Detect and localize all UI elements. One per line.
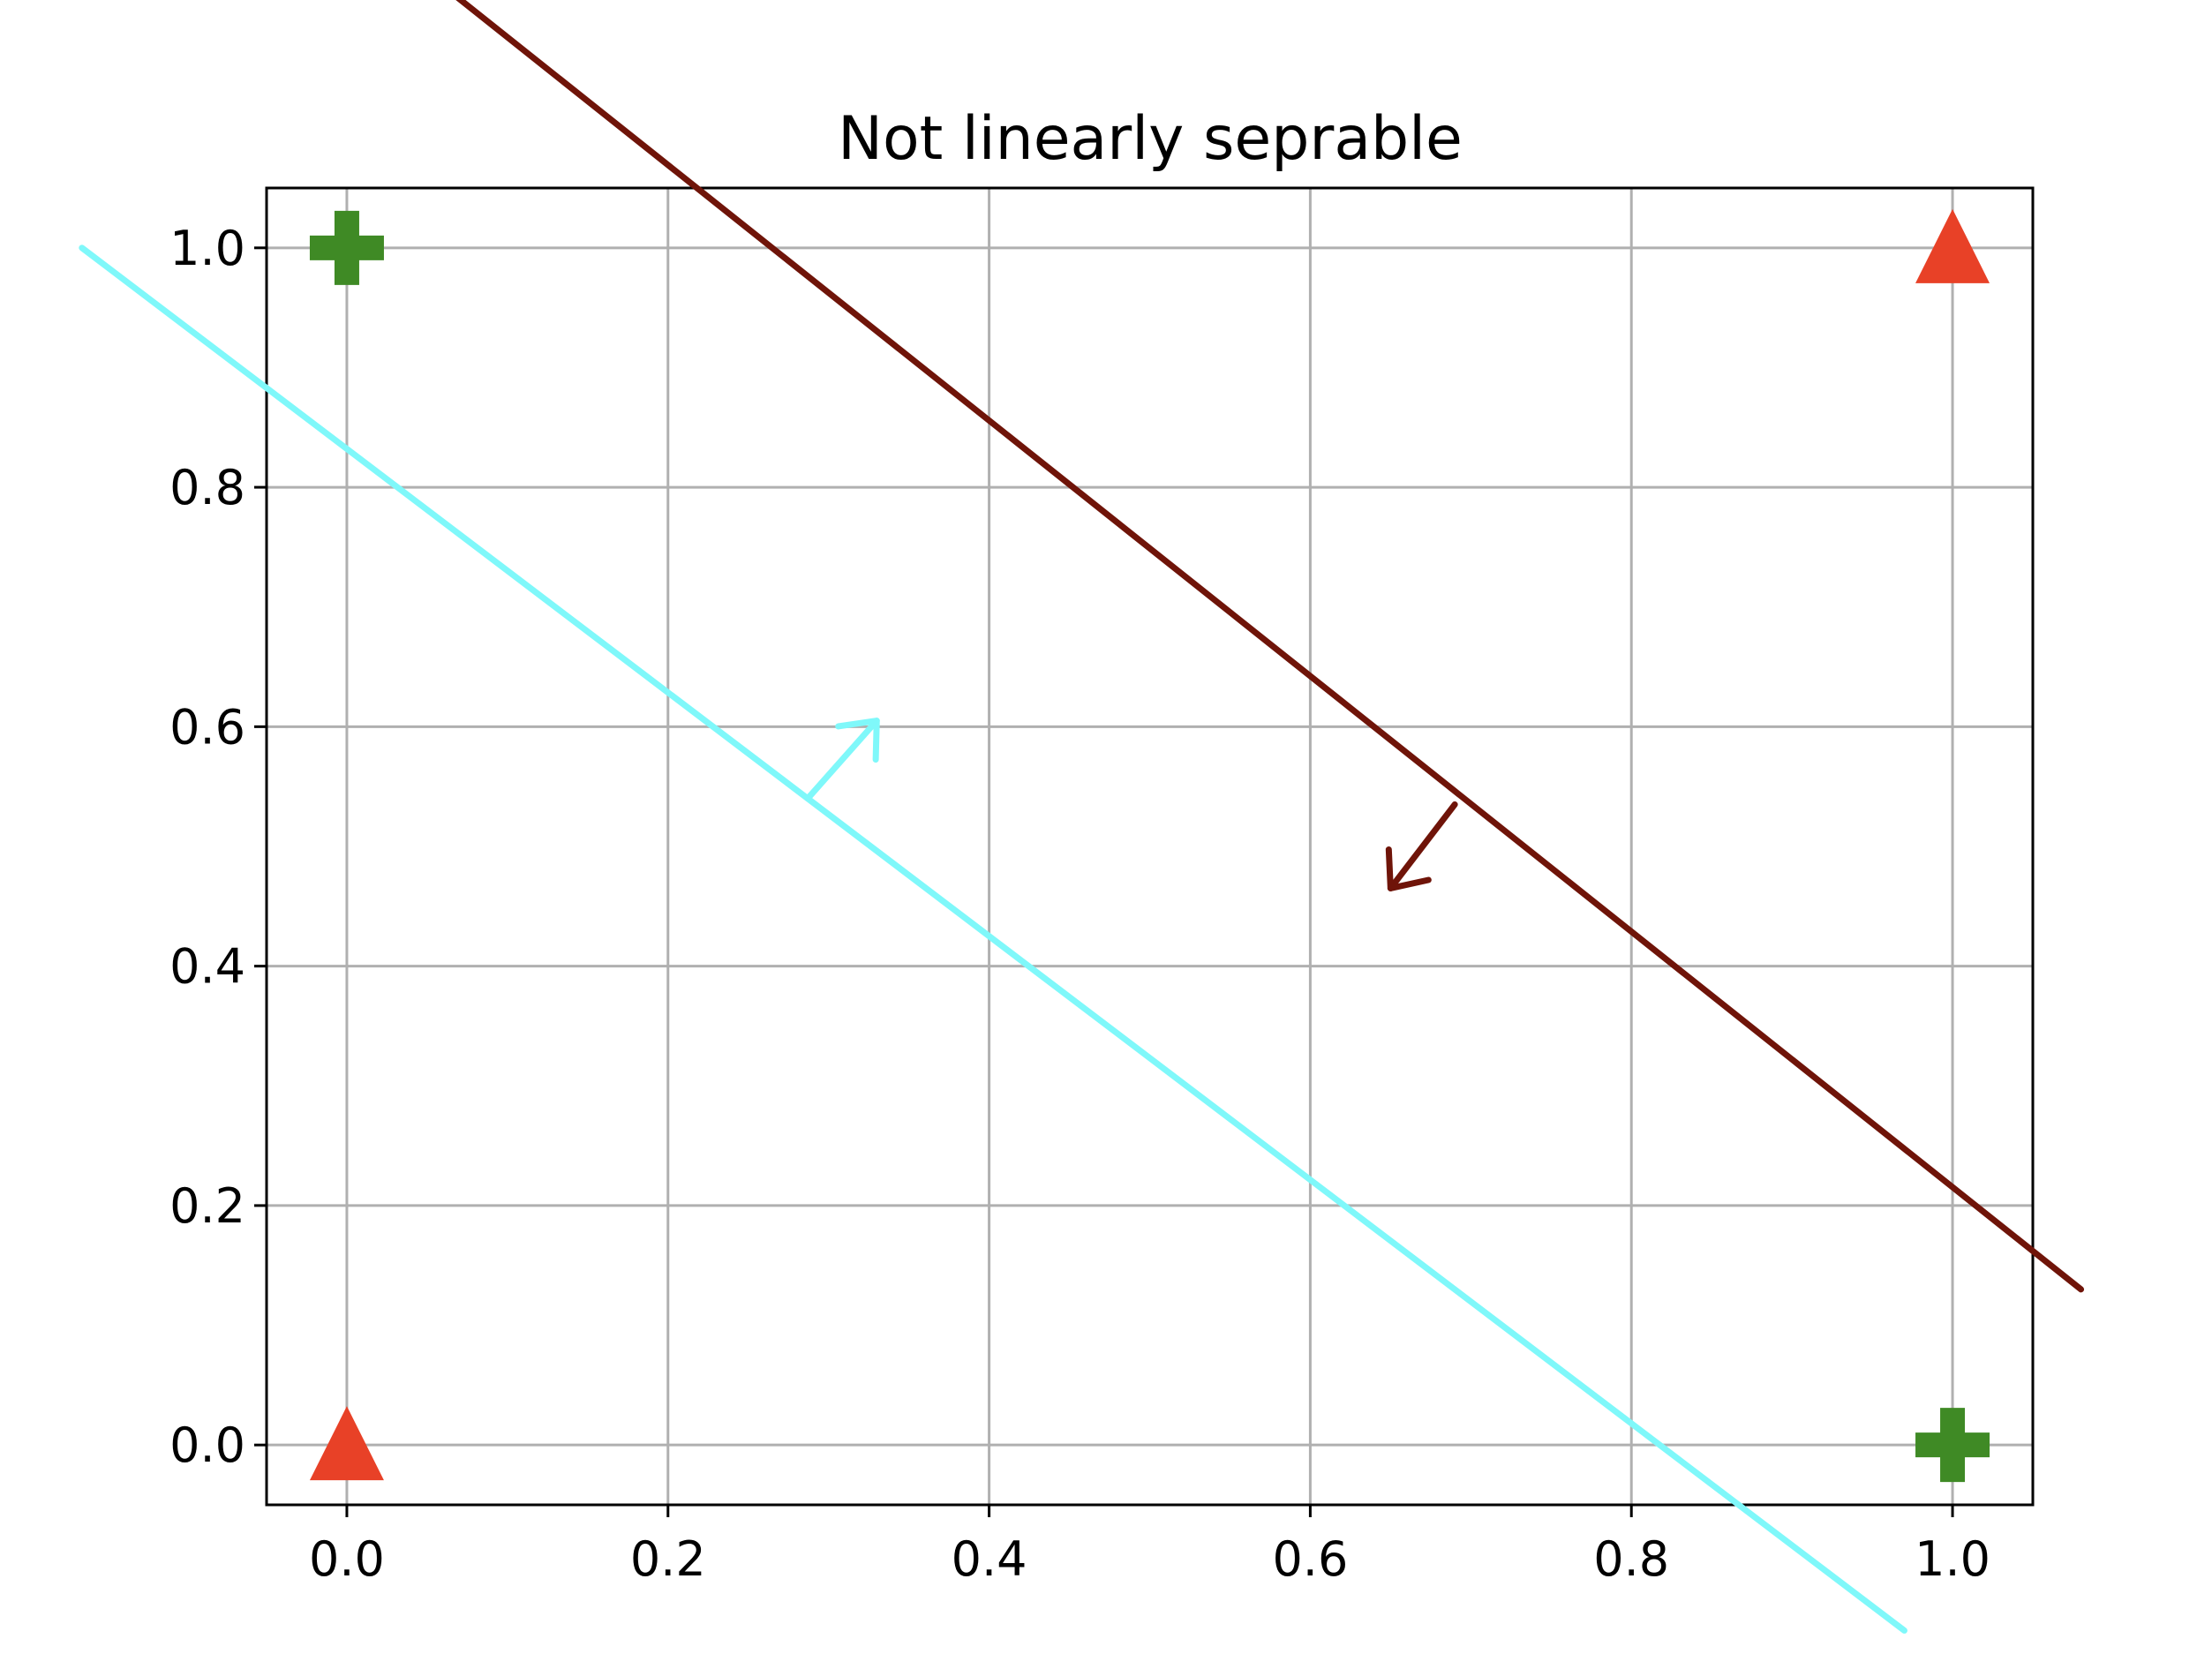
normal-arrow-head xyxy=(835,718,880,763)
boundary-lines xyxy=(79,0,2085,1634)
plus-marker xyxy=(1915,1408,1990,1483)
data-markers xyxy=(309,208,1990,1483)
boundary-line xyxy=(455,0,2085,1293)
normal-arrow-shaft xyxy=(804,718,880,802)
x-tick-label: 0.2 xyxy=(630,1531,706,1587)
normal-arrow-shaft xyxy=(1387,801,1458,891)
triangle-marker xyxy=(309,1406,384,1481)
y-tick-label: 1.0 xyxy=(169,221,245,276)
plus-marker xyxy=(309,210,384,285)
normal-arrow-head xyxy=(1385,846,1432,891)
triangle-marker xyxy=(1915,208,1990,283)
y-tick-label: 0.8 xyxy=(169,460,245,515)
grid xyxy=(267,188,2033,1505)
y-tick-label: 0.0 xyxy=(169,1417,245,1473)
x-tick-label: 0.0 xyxy=(309,1531,385,1587)
boundary-line xyxy=(79,244,1907,1634)
plot-area-frame xyxy=(265,186,2035,1507)
x-tick-label: 0.4 xyxy=(952,1531,1027,1587)
y-tick-label: 0.6 xyxy=(169,699,245,755)
x-tick-label: 0.6 xyxy=(1272,1531,1348,1587)
axis-ticks: 0.0 0.2 0.4 0.6 0.8 1.0 0.0 0.2 0.4 0.6 0.8 1.0 xyxy=(169,221,1990,1587)
x-tick-label: 1.0 xyxy=(1915,1531,1990,1587)
chart-title: Not linearly seprable xyxy=(838,104,1463,174)
y-tick-label: 0.2 xyxy=(169,1178,245,1234)
y-tick-label: 0.4 xyxy=(169,939,245,995)
x-tick-label: 0.8 xyxy=(1593,1531,1669,1587)
